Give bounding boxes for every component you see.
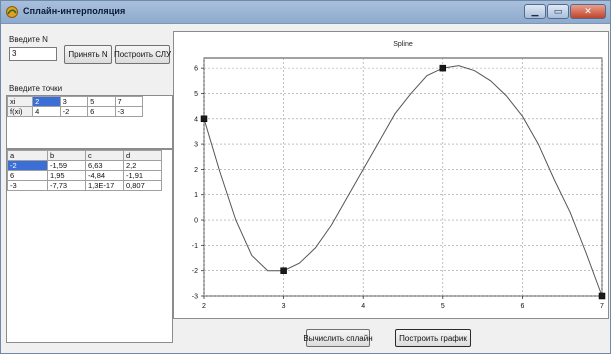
coef-cell[interactable]: 1,3E-17 — [85, 180, 124, 191]
minimize-icon: ▁ — [531, 6, 539, 17]
x-tick-label: 5 — [441, 303, 445, 310]
points-cell[interactable]: 6 — [87, 106, 116, 117]
points-cell[interactable]: 5 — [87, 96, 116, 107]
y-tick-label: 4 — [194, 116, 198, 123]
spline-chart: Spline -3 -2 -1 0 1 2 3 4 5 6 2 3 4 5 6 7 — [192, 41, 606, 310]
coef-header: b — [47, 150, 86, 161]
x-tick-label: 4 — [361, 303, 365, 310]
y-tick-label: -3 — [192, 294, 198, 301]
x-tick-label: 2 — [202, 303, 206, 310]
coef-cell[interactable]: -3 — [7, 180, 48, 191]
y-tick-label: 2 — [194, 167, 198, 174]
coef-grid-box[interactable]: a b c d -2 -1,59 6,63 2,2 6 1,95 -4,84 -… — [6, 149, 173, 343]
coef-cell[interactable]: 2,2 — [123, 160, 162, 171]
y-tick-label: 6 — [194, 66, 198, 73]
node-point — [200, 115, 208, 123]
plot-graph-button[interactable]: Построить график — [395, 329, 471, 347]
compute-spline-button[interactable]: Вычислить сплайн — [303, 329, 373, 347]
node-point — [439, 64, 447, 72]
coef-header: c — [85, 150, 124, 161]
coef-cell[interactable]: -4,84 — [85, 170, 124, 181]
points-label: Введите точки — [9, 84, 63, 93]
x-tick-label: 6 — [520, 303, 524, 310]
coef-cell[interactable]: -2 — [7, 160, 48, 171]
maximize-icon: ▭ — [553, 6, 563, 17]
coef-header: a — [7, 150, 48, 161]
node-point — [598, 292, 606, 300]
y-tick-label: 1 — [194, 192, 198, 199]
chart-panel: Spline -3 -2 -1 0 1 2 3 4 5 6 2 3 4 5 6 7 — [173, 31, 609, 319]
coef-cell[interactable]: 0,807 — [123, 180, 162, 191]
points-cell[interactable]: 2 — [32, 96, 61, 107]
points-cell: xi — [6, 96, 34, 107]
window-controls: ▁ ▭ ✕ — [523, 4, 606, 20]
maximize-button[interactable]: ▭ — [547, 4, 569, 19]
coef-cell[interactable]: 6 — [7, 170, 48, 181]
points-cell[interactable]: 3 — [59, 96, 89, 107]
title-bar[interactable]: Сплайн-интерполяция ▁ ▭ ✕ — [1, 1, 610, 24]
coef-grid[interactable]: a b c d -2 -1,59 6,63 2,2 6 1,95 -4,84 -… — [7, 150, 162, 191]
coef-row: -2 -1,59 6,63 2,2 — [7, 160, 162, 171]
coef-cell[interactable]: -1,59 — [47, 160, 86, 171]
coef-cell[interactable]: -7,73 — [47, 180, 86, 191]
y-tick-label: -1 — [192, 243, 198, 250]
points-row-f: f(xi) 4 -2 6 -3 — [6, 106, 144, 117]
y-tick-label: 5 — [194, 91, 198, 98]
points-cell[interactable]: 4 — [32, 106, 61, 117]
x-tick-label: 7 — [600, 303, 604, 310]
plot-frame — [203, 57, 603, 297]
y-tick-label: 3 — [194, 142, 198, 149]
node-point — [280, 267, 287, 274]
spline-series-line — [203, 65, 603, 297]
accept-n-button[interactable]: Принять N — [64, 45, 112, 64]
bottom-panel: Вычислить сплайн Построить график — [173, 319, 609, 353]
x-tick-label: 3 — [282, 303, 286, 310]
points-cell[interactable]: -3 — [114, 106, 144, 117]
n-input[interactable]: 3 — [9, 47, 57, 61]
points-row-x: xi 2 3 5 7 — [6, 96, 144, 107]
app-icon — [6, 6, 18, 18]
coef-cell[interactable]: 1,95 — [47, 170, 86, 181]
build-slu-button[interactable]: Построить СЛУ — [114, 45, 171, 64]
coef-cell[interactable]: 6,63 — [85, 160, 124, 171]
chart-title: Spline — [393, 41, 413, 48]
y-tick-label: 0 — [194, 218, 198, 225]
n-label: Введите N — [9, 35, 48, 44]
coef-cell[interactable]: -1,91 — [123, 170, 162, 181]
points-grid-box[interactable]: xi 2 3 5 7 f(xi) 4 -2 6 -3 — [6, 95, 173, 149]
points-grid[interactable]: xi 2 3 5 7 f(xi) 4 -2 6 -3 — [6, 96, 144, 117]
points-cell[interactable]: 7 — [114, 96, 144, 107]
coef-row: 6 1,95 -4,84 -1,91 — [7, 170, 162, 181]
close-icon: ✕ — [584, 6, 592, 17]
coef-header-row: a b c d — [7, 150, 162, 161]
points-cell[interactable]: -2 — [59, 106, 89, 117]
close-button[interactable]: ✕ — [570, 4, 606, 19]
window-title: Сплайн-интерполяция — [23, 6, 126, 16]
coef-row: -3 -7,73 1,3E-17 0,807 — [7, 180, 162, 191]
minimize-button[interactable]: ▁ — [524, 4, 546, 19]
coef-header: d — [123, 150, 162, 161]
points-cell: f(xi) — [6, 106, 34, 117]
y-tick-label: -2 — [192, 268, 198, 275]
